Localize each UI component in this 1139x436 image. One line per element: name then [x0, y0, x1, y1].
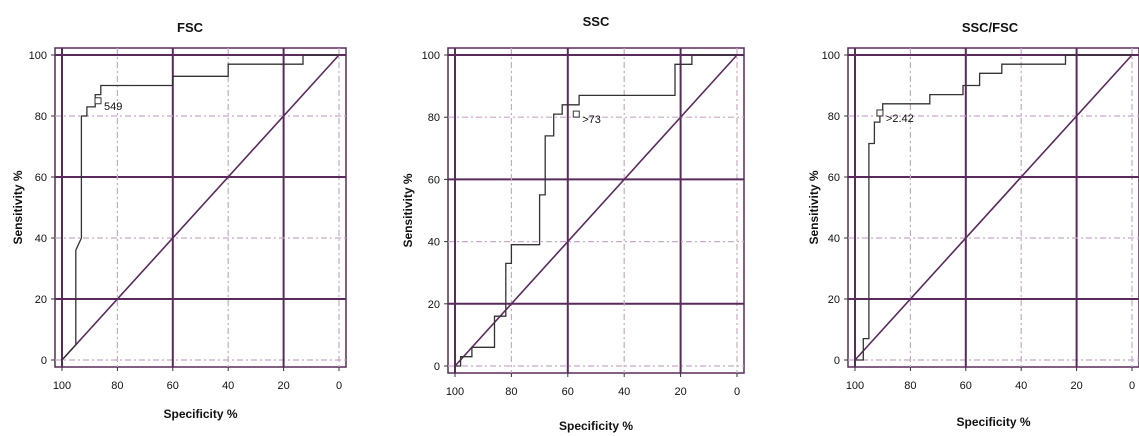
y-tick-label: 0: [834, 355, 840, 367]
x-tick-label: 100: [446, 386, 464, 398]
x-tick-label: 100: [53, 380, 71, 392]
y-tick-label: 60: [35, 172, 47, 184]
cutoff-label: >2.42: [886, 113, 914, 125]
y-axis-label: Sensitivity %: [11, 170, 25, 244]
x-tick-label: 60: [960, 380, 972, 392]
y-tick-label: 20: [828, 294, 840, 306]
y-tick-label: 80: [428, 112, 440, 124]
y-tick-label: 0: [434, 361, 440, 373]
x-tick-label: 60: [167, 380, 179, 392]
x-axis-label: Specificity %: [956, 415, 1030, 429]
x-tick-label: 40: [618, 386, 630, 398]
x-tick-label: 0: [1129, 380, 1135, 392]
y-tick-label: 20: [35, 294, 47, 306]
x-tick-label: 80: [505, 386, 517, 398]
x-tick-label: 100: [846, 380, 864, 392]
y-tick-label: 60: [828, 172, 840, 184]
y-tick-label: 100: [822, 50, 840, 62]
diagonal-reference-line: [854, 54, 1133, 361]
x-tick-label: 20: [277, 380, 289, 392]
plot-frame: [847, 47, 1139, 368]
roc-panel-ssc: 0 20 40 60 80 100 100 80 60 40 20 0 >73 SSC Specificit…: [401, 14, 745, 433]
roc-panel-fsc: 0 20 40 60 80 100 100 80 60 40 20 0 549 FSC Specificit…: [11, 20, 347, 421]
cutoff-label: >73: [582, 114, 601, 126]
x-tick-label: 80: [904, 380, 916, 392]
x-tick-label: 40: [222, 380, 234, 392]
panel-title: SSC: [583, 14, 610, 29]
diagonal-reference-line: [454, 54, 738, 367]
cutoff-label: 549: [104, 101, 122, 113]
y-tick-label: 60: [428, 174, 440, 186]
cutoff-marker: [94, 97, 102, 105]
y-tick-label: 0: [41, 355, 47, 367]
x-tick-label: 20: [1070, 380, 1082, 392]
cutoff-marker: [876, 109, 884, 117]
y-axis-label: Sensitivity %: [401, 173, 415, 247]
y-tick-label: 20: [428, 299, 440, 311]
y-tick-label: 80: [35, 111, 47, 123]
y-tick-label: 100: [422, 50, 440, 62]
plot-frame: [54, 47, 347, 368]
y-tick-label: 40: [828, 233, 840, 245]
roc-curve: [855, 54, 1132, 361]
x-tick-label: 40: [1015, 380, 1027, 392]
plot-frame: [447, 47, 745, 374]
x-axis-label: Specificity %: [163, 407, 237, 421]
y-tick-label: 80: [828, 111, 840, 123]
cutoff-marker: [572, 110, 580, 118]
y-tick-label: 100: [29, 50, 47, 62]
x-axis-label: Specificity %: [559, 419, 633, 433]
x-tick-label: 80: [111, 380, 123, 392]
x-tick-label: 0: [734, 386, 740, 398]
y-axis-label: Sensitivity %: [807, 170, 821, 244]
panel-title: FSC: [177, 20, 204, 35]
roc-curve: [61, 54, 339, 361]
x-tick-label: 0: [336, 380, 342, 392]
roc-curve: [455, 54, 737, 367]
diagonal-reference-line: [61, 54, 340, 361]
panel-title: SSC/FSC: [962, 20, 1019, 35]
x-tick-label: 60: [562, 386, 574, 398]
y-tick-label: 40: [35, 233, 47, 245]
roc-panel-ssc-fsc: 0 20 40 60 80 100 100 80 60 40 20 0 >2.42 SSC/FSC Spec…: [807, 20, 1139, 429]
x-tick-label: 20: [674, 386, 686, 398]
y-tick-label: 40: [428, 237, 440, 249]
